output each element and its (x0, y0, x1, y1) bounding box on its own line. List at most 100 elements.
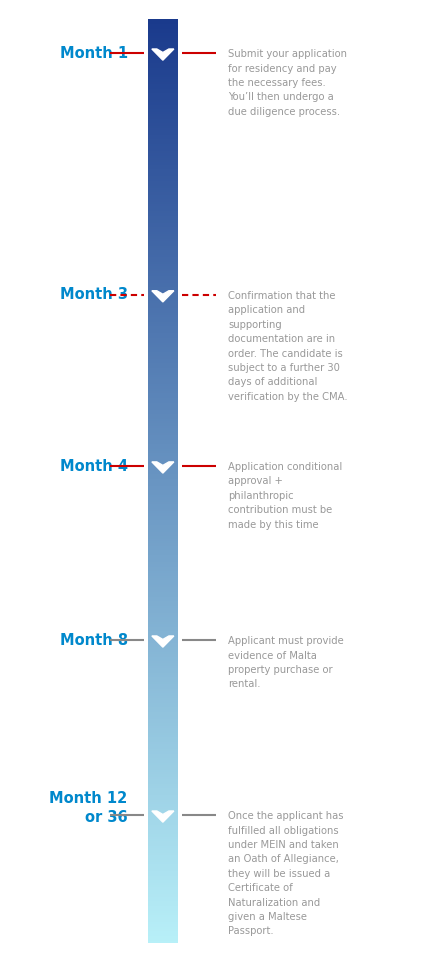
Bar (148, 465, 178, 467)
Bar (148, 564, 178, 567)
Bar (148, 359, 178, 361)
Bar (148, 513, 178, 515)
Bar (148, 278, 178, 280)
Bar (148, 315, 178, 317)
Bar (148, 507, 178, 509)
Bar (148, 573, 178, 575)
Bar (148, 467, 178, 470)
Bar (148, 407, 178, 409)
Bar (148, 663, 178, 665)
Bar (148, 389, 178, 391)
Bar (148, 918, 178, 920)
Bar (148, 432, 178, 435)
Bar (148, 324, 178, 327)
Bar (148, 340, 178, 342)
Bar (148, 908, 178, 911)
Bar (148, 715, 178, 717)
Bar (148, 594, 178, 597)
Bar (148, 345, 178, 347)
Bar (148, 310, 178, 312)
Bar (148, 342, 178, 345)
Bar (148, 820, 178, 823)
Bar (148, 255, 178, 257)
Bar (148, 906, 178, 908)
Bar (148, 617, 178, 620)
Bar (148, 211, 178, 214)
Bar (148, 661, 178, 663)
Bar (148, 527, 178, 530)
Bar (148, 364, 178, 366)
Bar (148, 292, 178, 294)
Bar (148, 26, 178, 29)
Bar (148, 347, 178, 349)
Bar (148, 740, 178, 742)
Bar (148, 670, 178, 673)
Bar (148, 878, 178, 881)
Bar (148, 409, 178, 412)
Bar (148, 391, 178, 394)
Bar (148, 793, 178, 795)
Bar (148, 888, 178, 890)
Bar (148, 707, 178, 710)
Bar (148, 81, 178, 84)
Bar (148, 818, 178, 820)
Bar (148, 721, 178, 723)
Bar (148, 322, 178, 324)
Bar (148, 179, 178, 181)
Bar (148, 504, 178, 507)
Bar (148, 299, 178, 301)
Bar (148, 781, 178, 783)
Bar (148, 631, 178, 633)
Bar (148, 832, 178, 835)
Bar (148, 244, 178, 246)
Bar (148, 435, 178, 437)
Bar (148, 455, 178, 458)
Bar (148, 312, 178, 315)
Bar (148, 239, 178, 241)
Bar (148, 59, 178, 61)
Bar (148, 454, 178, 455)
Bar (148, 101, 178, 103)
Bar (148, 368, 178, 370)
Bar (148, 241, 178, 244)
Bar (148, 687, 178, 689)
Bar (148, 103, 178, 104)
Bar (148, 319, 178, 322)
Bar (148, 451, 178, 454)
Bar (148, 269, 178, 271)
Bar (148, 881, 178, 883)
Bar (148, 400, 178, 402)
Bar (148, 222, 178, 224)
Bar (148, 104, 178, 107)
Bar (148, 723, 178, 726)
Bar (148, 599, 178, 601)
Bar (148, 204, 178, 206)
Bar (148, 296, 178, 299)
Bar (148, 19, 178, 21)
Bar (148, 689, 178, 691)
Bar (148, 474, 178, 477)
Bar (148, 911, 178, 913)
Bar (148, 625, 178, 627)
Bar (148, 633, 178, 635)
Bar (148, 164, 178, 167)
Bar (148, 477, 178, 479)
Bar (148, 730, 178, 733)
Bar (148, 402, 178, 405)
Bar (148, 86, 178, 89)
Bar (148, 158, 178, 161)
Bar (148, 778, 178, 781)
Bar (148, 675, 178, 677)
Bar (148, 811, 178, 813)
Bar (148, 860, 178, 862)
Bar (148, 622, 178, 625)
Bar (148, 308, 178, 310)
Bar (148, 111, 178, 114)
Bar (148, 61, 178, 63)
Bar (148, 650, 178, 652)
Bar (148, 753, 178, 756)
Bar (148, 490, 178, 492)
Bar (148, 236, 178, 239)
Bar (148, 696, 178, 698)
Bar (148, 488, 178, 490)
